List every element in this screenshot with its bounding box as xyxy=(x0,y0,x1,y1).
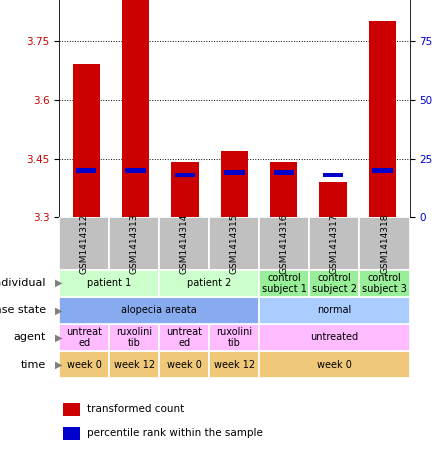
Bar xyxy=(209,324,259,351)
Text: control
subject 3: control subject 3 xyxy=(362,273,407,294)
Bar xyxy=(309,217,360,270)
Text: ▶: ▶ xyxy=(55,305,62,315)
Bar xyxy=(323,173,343,178)
Bar xyxy=(309,270,360,297)
Bar xyxy=(259,324,410,351)
Text: percentile rank within the sample: percentile rank within the sample xyxy=(87,428,263,438)
Text: ruxolini
tib: ruxolini tib xyxy=(216,327,252,348)
Text: GSM1414312: GSM1414312 xyxy=(80,213,88,274)
Text: ▶: ▶ xyxy=(55,333,62,342)
Text: control
subject 1: control subject 1 xyxy=(262,273,307,294)
Text: normal: normal xyxy=(317,305,352,315)
Bar xyxy=(159,270,259,297)
Bar xyxy=(159,351,209,378)
Bar xyxy=(109,324,159,351)
Text: week 0: week 0 xyxy=(67,360,102,370)
Text: GSM1414315: GSM1414315 xyxy=(230,213,239,274)
Text: ▶: ▶ xyxy=(55,360,62,370)
Text: untreat
ed: untreat ed xyxy=(66,327,102,348)
Bar xyxy=(209,217,259,270)
Text: week 12: week 12 xyxy=(113,360,155,370)
Bar xyxy=(259,297,410,324)
Text: GSM1414317: GSM1414317 xyxy=(330,213,339,274)
Text: untreated: untreated xyxy=(311,333,359,342)
Text: week 12: week 12 xyxy=(214,360,255,370)
Text: agent: agent xyxy=(14,333,46,342)
Bar xyxy=(259,351,410,378)
Text: GSM1414318: GSM1414318 xyxy=(380,213,389,274)
Bar xyxy=(159,324,209,351)
Bar xyxy=(259,270,309,297)
Text: patient 2: patient 2 xyxy=(187,278,232,288)
Bar xyxy=(209,351,259,378)
Bar xyxy=(175,173,195,178)
Bar xyxy=(259,217,309,270)
Bar xyxy=(372,168,392,173)
Text: control
subject 2: control subject 2 xyxy=(312,273,357,294)
Bar xyxy=(273,170,294,175)
Text: ruxolini
tib: ruxolini tib xyxy=(116,327,152,348)
Text: week 0: week 0 xyxy=(167,360,202,370)
Text: week 0: week 0 xyxy=(317,360,352,370)
Bar xyxy=(221,151,248,217)
Bar xyxy=(125,168,146,173)
Text: disease state: disease state xyxy=(0,305,46,315)
Text: untreat
ed: untreat ed xyxy=(166,327,202,348)
Bar xyxy=(224,170,244,175)
Bar xyxy=(59,297,259,324)
Bar xyxy=(159,217,209,270)
Bar xyxy=(109,217,159,270)
Text: patient 1: patient 1 xyxy=(87,278,131,288)
Text: ▶: ▶ xyxy=(55,278,62,288)
Bar xyxy=(63,403,80,416)
Text: GSM1414313: GSM1414313 xyxy=(130,213,139,274)
Text: alopecia areata: alopecia areata xyxy=(121,305,197,315)
Text: GSM1414316: GSM1414316 xyxy=(280,213,289,274)
Bar xyxy=(270,163,297,217)
Bar xyxy=(319,182,346,217)
Bar xyxy=(369,21,396,217)
Text: transformed count: transformed count xyxy=(87,405,184,414)
Bar xyxy=(360,270,410,297)
Bar xyxy=(109,351,159,378)
Text: individual: individual xyxy=(0,278,46,288)
Bar xyxy=(59,351,109,378)
Bar xyxy=(59,217,109,270)
Bar xyxy=(360,217,410,270)
Bar xyxy=(73,64,100,217)
Bar xyxy=(59,324,109,351)
Bar xyxy=(63,427,80,440)
Bar xyxy=(171,163,198,217)
Bar xyxy=(76,168,96,173)
Bar xyxy=(122,0,149,217)
Text: time: time xyxy=(21,360,46,370)
Text: GSM1414314: GSM1414314 xyxy=(180,213,189,274)
Bar xyxy=(59,270,159,297)
